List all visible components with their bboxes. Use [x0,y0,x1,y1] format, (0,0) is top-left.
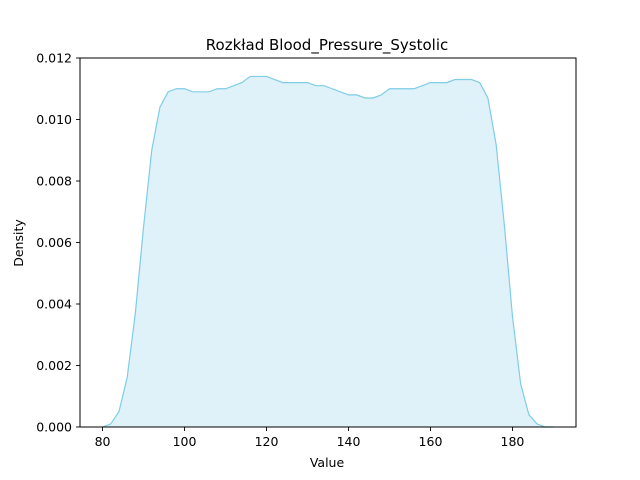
y-tick-label: 0.012 [36,51,72,66]
y-tick-label: 0.002 [36,358,72,373]
x-axis: 80 100 120 140 160 180 [95,427,525,449]
x-tick-label: 100 [173,434,197,449]
density-area-fill [102,76,554,427]
y-tick-label: 0.000 [36,420,72,435]
x-tick-label: 120 [255,434,279,449]
y-tick-label: 0.004 [36,297,72,312]
y-tick-label: 0.006 [36,235,72,250]
y-tick-label: 0.010 [36,112,72,127]
y-axis: 0.000 0.002 0.004 0.006 0.008 0.010 0.012 [36,51,80,435]
plot-area [102,75,554,428]
x-tick-label: 80 [95,434,111,449]
x-tick-label: 140 [337,434,361,449]
x-tick-label: 160 [419,434,443,449]
density-line [102,75,554,428]
y-axis-label: Density [11,219,26,267]
x-tick-label: 180 [501,434,525,449]
chart-title: Rozkład Blood_Pressure_Systolic [206,36,448,55]
x-axis-label: Value [310,455,345,470]
y-tick-label: 0.008 [36,174,72,189]
